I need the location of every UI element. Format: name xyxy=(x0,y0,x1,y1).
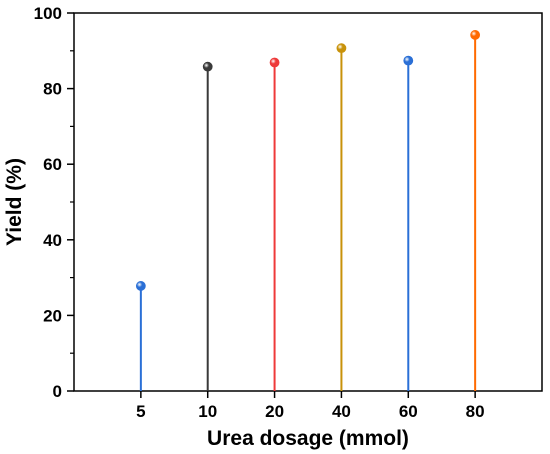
marker-20 xyxy=(269,57,280,68)
y-tick-label: 80 xyxy=(43,80,62,99)
x-axis: 5 10 20 40 60 80 xyxy=(136,391,485,421)
marker-40 xyxy=(336,43,347,54)
x-tick-label: 20 xyxy=(265,402,284,421)
y-tick-label: 100 xyxy=(34,4,62,23)
x-tick-label: 40 xyxy=(332,402,351,421)
y-axis-title: Yield (%) xyxy=(3,158,26,246)
x-axis-title: Urea dosage (mmol) xyxy=(207,427,409,450)
marker-80 xyxy=(470,30,481,40)
plot-frame xyxy=(73,12,543,392)
x-tick-label: 10 xyxy=(198,402,217,421)
x-tick-label: 80 xyxy=(466,402,485,421)
y-tick-label: 20 xyxy=(43,306,62,325)
y-tick-label: 0 xyxy=(53,382,62,401)
x-tick-label: 60 xyxy=(399,402,418,421)
marker-60 xyxy=(403,55,414,66)
y-axis: 0 20 40 60 80 100 xyxy=(34,4,74,401)
marker-5 xyxy=(135,281,146,291)
marker-10 xyxy=(202,61,213,72)
data-series xyxy=(135,30,481,391)
y-tick-label: 60 xyxy=(43,155,62,174)
y-tick-label: 40 xyxy=(43,231,62,250)
x-tick-label: 5 xyxy=(136,402,145,421)
